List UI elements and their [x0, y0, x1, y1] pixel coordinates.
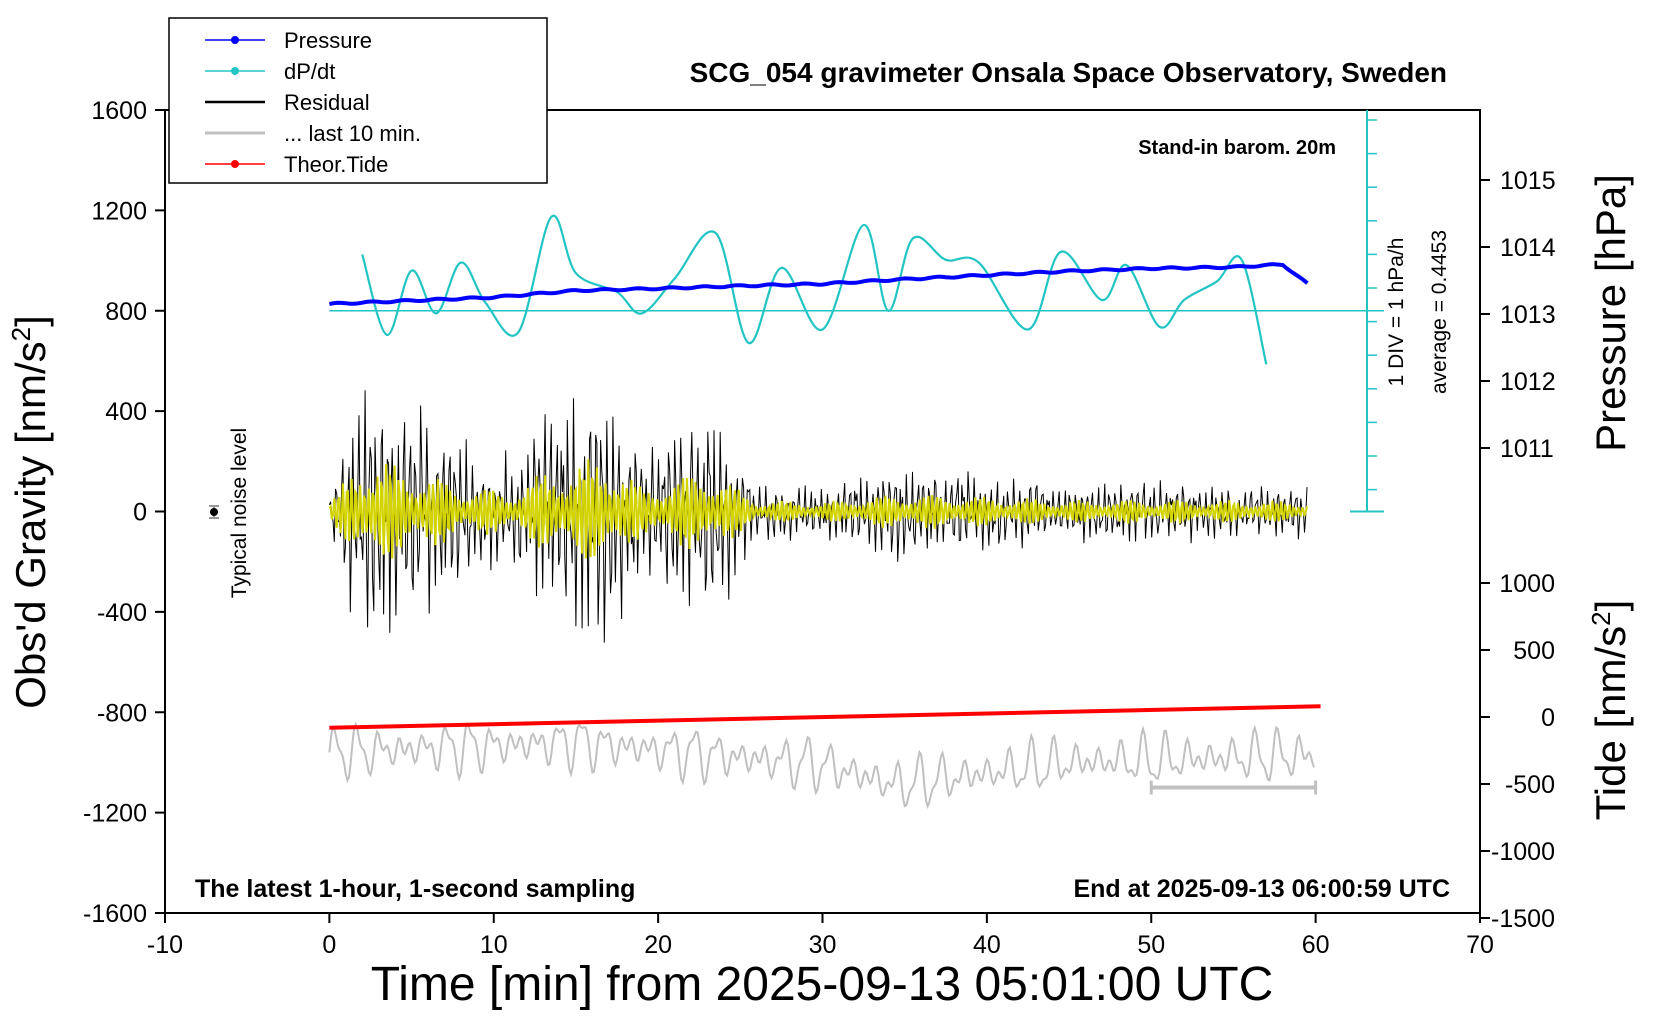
y-tick-label: 1200	[91, 197, 147, 225]
legend-box	[168, 17, 548, 184]
y-tick-label: -800	[97, 699, 147, 727]
legend-marker	[231, 160, 239, 168]
axis-ticks-group: -10 0 10 20 30 40 50 60 70 1600 1200 800 400 0 -400 -80…	[83, 97, 1556, 959]
tide-tick-label: -500	[1505, 771, 1555, 799]
y-tick-label: -1600	[83, 900, 147, 928]
x-tick-label: -10	[147, 931, 183, 959]
legend-marker	[231, 67, 239, 75]
tide-tick-label: 1000	[1499, 570, 1555, 598]
chart-title: SCG_054 gravimeter Onsala Space Observat…	[690, 57, 1447, 88]
noise-level-marker	[209, 505, 219, 519]
y-tick-label: 400	[105, 398, 147, 426]
legend-label: dP/dt	[284, 59, 335, 84]
average-note: average = 0.4453	[1428, 230, 1451, 394]
latest-sampling-note: The latest 1-hour, 1-second sampling	[195, 875, 635, 903]
y-tick-label: 0	[133, 499, 147, 527]
pressure-tick-label: 1014	[1500, 234, 1556, 262]
theoretical-tide-line	[329, 704, 1321, 730]
y-axis-label-tide: Tide [nm/s2]	[1586, 600, 1634, 821]
pressure-tick-label: 1011	[1500, 435, 1554, 463]
tide-tick-label: -1500	[1491, 905, 1555, 933]
y-axis-label-pressure: Pressure [hPa]	[1587, 174, 1634, 452]
y-tick-label: -1200	[83, 800, 147, 828]
y-tick-label: 1600	[91, 97, 147, 125]
x-tick-label: 0	[322, 931, 336, 959]
noise-level-label: Typical noise level	[228, 428, 251, 598]
stand-in-barometer-note: Stand-in barom. 20m	[1138, 137, 1336, 159]
tide-tick-label: 0	[1541, 704, 1555, 732]
tide-tick-label: 500	[1513, 637, 1555, 665]
legend-marker	[231, 36, 239, 44]
x-axis-label: Time [min] from 2025-09-13 05:01:00 UTC	[371, 958, 1274, 1011]
pressure-tick-label: 1015	[1500, 167, 1556, 195]
legend: Pressure dP/dt Residual ... last 10 min. The…	[168, 17, 548, 184]
legend-label: Residual	[284, 90, 370, 115]
x-tick-label: 50	[1137, 931, 1165, 959]
residual-filtered-line	[328, 459, 1308, 559]
series-layer	[328, 110, 1384, 809]
y-tick-label: 800	[105, 298, 147, 326]
last-10-min-trace	[328, 721, 1315, 809]
pressure-series-line	[329, 262, 1309, 306]
x-tick-label: 70	[1466, 931, 1494, 959]
div-scale-note: 1 DIV = 1 hPa/h	[1385, 238, 1408, 387]
legend-label: Theor.Tide	[284, 152, 388, 177]
end-time-note: End at 2025-09-13 06:00:59 UTC	[1073, 875, 1450, 903]
dpdt-series-line	[361, 214, 1268, 365]
tide-tick-label: -1000	[1491, 838, 1555, 866]
legend-label: ... last 10 min.	[284, 121, 421, 146]
legend-label: Pressure	[284, 28, 372, 53]
y-tick-label: -400	[97, 599, 147, 627]
pressure-tick-label: 1013	[1500, 301, 1556, 329]
x-tick-label: 30	[809, 931, 837, 959]
pressure-tick-label: 1012	[1500, 368, 1556, 396]
x-tick-label: 10	[480, 931, 508, 959]
y-axis-label-gravity: Obs'd Gravity [nm/s2]	[6, 315, 54, 709]
x-tick-label: 40	[973, 931, 1001, 959]
x-tick-label: 60	[1302, 931, 1330, 959]
x-tick-label: 20	[644, 931, 672, 959]
